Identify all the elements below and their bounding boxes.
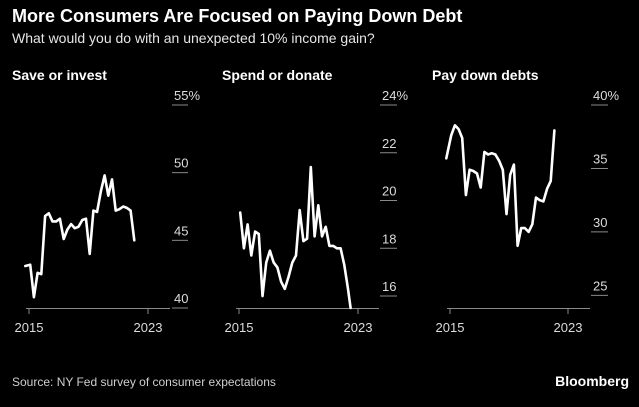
y-tick-label: 50 [174,156,188,171]
x-tick-label: 2023 [344,320,373,335]
y-tick-label: 55% [174,88,200,103]
x-tick-label: 2023 [134,320,163,335]
y-tick-label: 40% [593,88,619,103]
y-tick-label: 35 [593,151,607,166]
source-note: Source: NY Fed survey of consumer expect… [12,375,276,389]
data-series-line [23,174,136,299]
y-tick-label: 45 [174,223,188,238]
y-tick-label: 22 [382,136,396,151]
data-series-line [444,124,556,248]
chart-title: More Consumers Are Focused on Paying Dow… [12,6,463,26]
y-tick-label: 20 [382,184,396,199]
y-tick-label: 30 [593,215,607,230]
y-tick-label: 40 [174,291,188,306]
chart-subtitle: What would you do with an unexpected 10%… [12,30,375,46]
x-tick-label: 2015 [436,320,465,335]
panel-title: Save or invest [12,67,107,83]
panel-title: Spend or donate [222,67,333,83]
bloomberg-logo: Bloomberg [555,373,629,389]
y-tick-label: 24% [382,88,408,103]
y-tick-label: 18 [382,231,396,246]
x-tick-label: 2015 [15,320,44,335]
panel-title: Pay down debts [432,67,539,83]
y-tick-label: 25 [593,278,607,293]
x-tick-label: 2015 [225,320,254,335]
y-tick-label: 16 [382,279,396,294]
data-series-line [238,165,352,310]
x-tick-label: 2023 [554,320,583,335]
